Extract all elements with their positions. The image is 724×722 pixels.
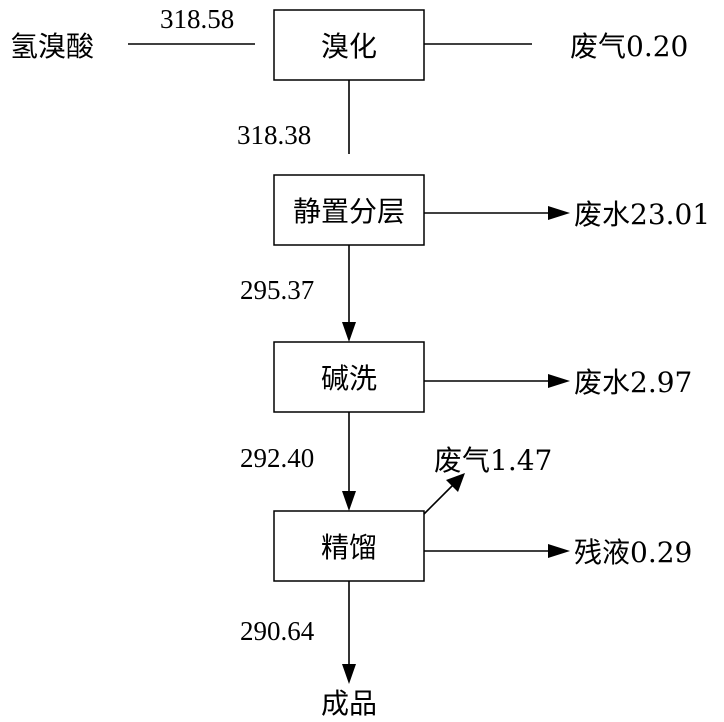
flow-4-arrowhead [342,664,356,684]
water2-label: 废水2.97 [574,366,692,399]
water2-arrowhead [548,374,570,388]
flow-4-value: 290.64 [240,616,315,646]
bromination-label: 溴化 [321,30,377,63]
gas2-arrowhead [446,473,465,492]
alkali-wash-label: 碱洗 [321,362,377,395]
residue-arrowhead [548,544,570,558]
gas2-label: 废气1.47 [434,444,552,477]
settle-label: 静置分层 [293,195,405,228]
product-label: 成品 [321,687,377,720]
flow-3-value: 292.40 [240,443,314,473]
input-hbr-label: 氢溴酸 [10,30,94,63]
residue-label: 残液0.29 [574,536,692,569]
flow-2-value: 295.37 [240,275,314,305]
alkali-wash-box [273,341,425,413]
distill-label: 精馏 [321,531,377,564]
flow-2-arrowhead [342,322,356,342]
water1-arrowhead [548,206,570,220]
input-hbr-value: 318.58 [160,4,234,34]
gas1-label: 废气0.20 [570,30,688,63]
water1-label: 废水23.01 [574,198,710,231]
settle-box [273,174,425,246]
flow-3-arrowhead [342,491,356,511]
distill-box [273,510,425,582]
gas2-line [423,484,454,515]
flow-1-value: 318.38 [237,120,311,150]
